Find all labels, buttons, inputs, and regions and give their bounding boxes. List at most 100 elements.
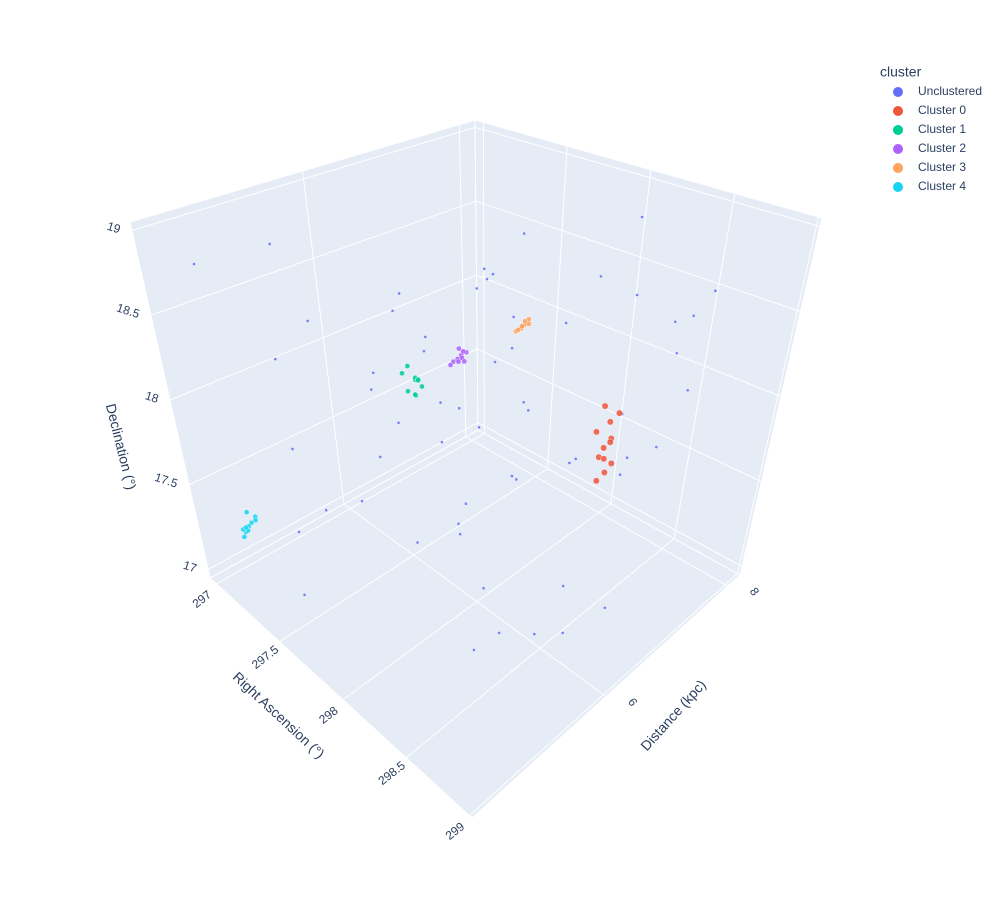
legend-marker[interactable] xyxy=(893,87,903,97)
x-tick-label: 297.5 xyxy=(249,642,282,672)
scene-grid xyxy=(131,122,821,817)
data-point xyxy=(457,522,460,526)
axis-title: Declination (°) xyxy=(103,402,140,491)
data-point xyxy=(404,363,411,369)
grid-line xyxy=(207,422,479,570)
data-point xyxy=(458,532,462,536)
data-point xyxy=(599,275,603,278)
data-point xyxy=(399,370,405,377)
data-point xyxy=(412,391,419,398)
data-point xyxy=(522,400,526,404)
data-point xyxy=(397,292,401,295)
data-point xyxy=(306,319,310,323)
data-point xyxy=(455,358,462,365)
legend-label[interactable]: Cluster 4 xyxy=(918,179,966,193)
data-point xyxy=(675,351,679,355)
data-point xyxy=(360,499,364,503)
data-point xyxy=(618,473,622,477)
x-tick-label: 299 xyxy=(443,819,468,843)
data-point xyxy=(243,509,250,515)
data-point xyxy=(477,426,481,429)
data-point xyxy=(574,457,577,461)
data-point xyxy=(601,469,608,476)
data-point xyxy=(268,242,271,246)
data-point xyxy=(519,323,525,330)
z-tick-label: 17.5 xyxy=(153,470,180,491)
scene-panels xyxy=(129,119,823,819)
data-point xyxy=(592,477,600,485)
data-point xyxy=(297,530,301,534)
data-point xyxy=(593,428,600,436)
z-tick-label: 17 xyxy=(181,558,198,576)
grid-line xyxy=(343,503,607,697)
data-point xyxy=(475,287,479,290)
data-point xyxy=(369,388,373,391)
data-point xyxy=(512,315,515,319)
grid-line xyxy=(465,436,729,587)
axis-title: Right Ascension (°) xyxy=(230,669,328,762)
data-point xyxy=(564,321,568,325)
legend[interactable]: cluster Unclustered Cluster 0 Cluster 1 Clus… xyxy=(880,64,982,193)
data-point xyxy=(274,357,277,361)
data-point xyxy=(601,402,609,410)
data-point xyxy=(460,348,467,355)
legend-title: cluster xyxy=(880,64,922,80)
grid-line xyxy=(169,274,477,401)
data-point xyxy=(625,456,629,460)
legend-label[interactable]: Cluster 3 xyxy=(918,160,966,174)
data-point xyxy=(497,631,501,635)
grid-line xyxy=(477,422,743,567)
data-point xyxy=(447,362,454,368)
data-point xyxy=(514,478,518,481)
legend-marker[interactable] xyxy=(893,106,903,116)
z-tick-label: 19 xyxy=(105,219,122,237)
data-point xyxy=(440,440,444,444)
data-point xyxy=(616,409,623,417)
legend-marker[interactable] xyxy=(893,163,903,173)
data-point xyxy=(600,455,608,463)
legend-label[interactable]: Unclustered xyxy=(918,84,982,98)
data-point xyxy=(461,358,468,365)
data-point xyxy=(391,309,394,313)
data-point xyxy=(561,584,565,588)
legend-label[interactable]: Cluster 0 xyxy=(918,103,966,117)
data-point xyxy=(568,461,571,465)
data-point xyxy=(673,320,677,324)
x-tick-label: 298 xyxy=(316,703,341,727)
grid-line xyxy=(150,200,476,316)
legend-label[interactable]: Cluster 1 xyxy=(918,122,966,136)
data-point xyxy=(243,524,249,531)
data-point xyxy=(640,215,644,219)
data-point xyxy=(482,267,486,271)
z-tick-label: 18 xyxy=(143,388,160,406)
data-point xyxy=(655,445,658,449)
data-point xyxy=(456,345,462,352)
data-point xyxy=(510,474,514,478)
data-point xyxy=(416,541,419,544)
legend-marker[interactable] xyxy=(893,125,903,135)
data-point xyxy=(291,447,294,451)
data-point xyxy=(241,534,248,540)
data-point xyxy=(493,360,497,364)
data-point xyxy=(510,346,514,350)
data-point xyxy=(252,517,259,523)
y-tick-label: 6 xyxy=(625,695,640,709)
data-point xyxy=(603,606,607,610)
grid-line xyxy=(476,274,782,397)
data-point xyxy=(522,232,526,235)
data-point xyxy=(686,388,690,392)
legend-marker[interactable] xyxy=(893,182,903,192)
legend-label[interactable]: Cluster 2 xyxy=(918,141,966,155)
legend-marker[interactable] xyxy=(893,144,903,154)
data-point xyxy=(600,444,608,452)
data-point xyxy=(635,293,639,297)
data-point xyxy=(527,409,530,412)
data-point xyxy=(485,277,489,281)
z-tick-label: 18.5 xyxy=(115,301,142,322)
data-point xyxy=(457,406,461,410)
data-point xyxy=(482,586,485,590)
data-point xyxy=(491,272,495,276)
data-point xyxy=(714,289,717,293)
data-point xyxy=(607,460,615,467)
